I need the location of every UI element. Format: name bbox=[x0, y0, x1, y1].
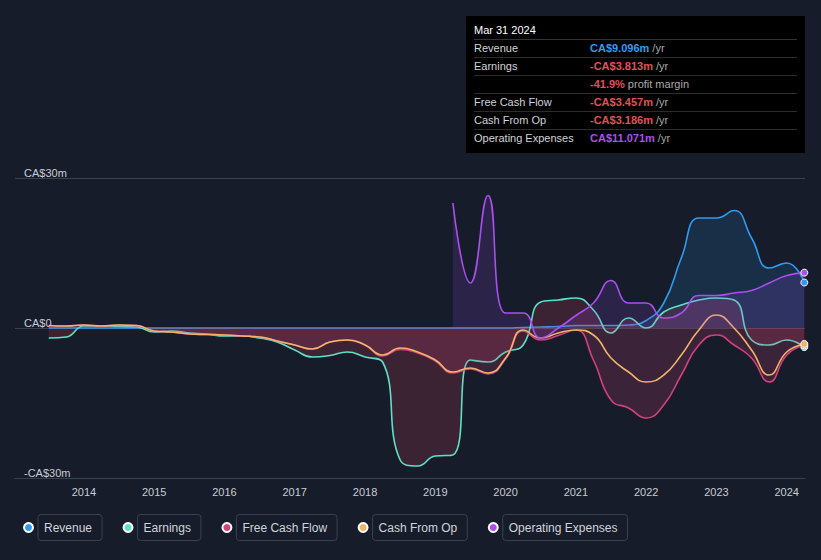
html-text:Earnings: Earnings bbox=[474, 60, 518, 72]
svg-text:2016: 2016 bbox=[212, 486, 236, 498]
html-text:Cash From Op: Cash From Op bbox=[474, 114, 547, 126]
html-text:CA$11.071m /yr: CA$11.071m /yr bbox=[590, 132, 671, 144]
svg-text:2017: 2017 bbox=[282, 486, 306, 498]
svg-text:Cash From Op: Cash From Op bbox=[379, 521, 458, 535]
html-text:-CA$3.186m /yr: -CA$3.186m /yr bbox=[590, 114, 669, 126]
svg-text:CA$30m: CA$30m bbox=[24, 167, 67, 179]
svg-text:2019: 2019 bbox=[423, 486, 447, 498]
html-text:Operating Expenses: Operating Expenses bbox=[474, 132, 574, 144]
svg-text:2024: 2024 bbox=[774, 486, 798, 498]
html-text:-CA$3.457m /yr: -CA$3.457m /yr bbox=[590, 96, 669, 108]
svg-text:2015: 2015 bbox=[142, 486, 166, 498]
svg-text:-CA$30m: -CA$30m bbox=[24, 467, 70, 479]
svg-text:Operating Expenses: Operating Expenses bbox=[509, 521, 618, 535]
svg-text:2021: 2021 bbox=[564, 486, 588, 498]
svg-text:2023: 2023 bbox=[704, 486, 728, 498]
svg-text:2018: 2018 bbox=[353, 486, 377, 498]
svg-text:CA$0: CA$0 bbox=[24, 317, 52, 329]
html-text:Revenue: Revenue bbox=[474, 42, 518, 54]
svg-text:Earnings: Earnings bbox=[144, 521, 191, 535]
html-text:-41.9% profit margin: -41.9% profit margin bbox=[590, 78, 689, 90]
svg-text:2022: 2022 bbox=[634, 486, 658, 498]
html-text:Free Cash Flow: Free Cash Flow bbox=[474, 96, 552, 108]
html-text:-CA$3.813m /yr: -CA$3.813m /yr bbox=[590, 60, 669, 72]
svg-text:Revenue: Revenue bbox=[44, 521, 92, 535]
svg-text:2020: 2020 bbox=[493, 486, 517, 498]
html-text:Mar 31 2024: Mar 31 2024 bbox=[474, 24, 536, 36]
svg-text:Free Cash Flow: Free Cash Flow bbox=[242, 521, 327, 535]
html-text:CA$9.096m /yr: CA$9.096m /yr bbox=[590, 42, 665, 54]
svg-text:2014: 2014 bbox=[72, 486, 96, 498]
